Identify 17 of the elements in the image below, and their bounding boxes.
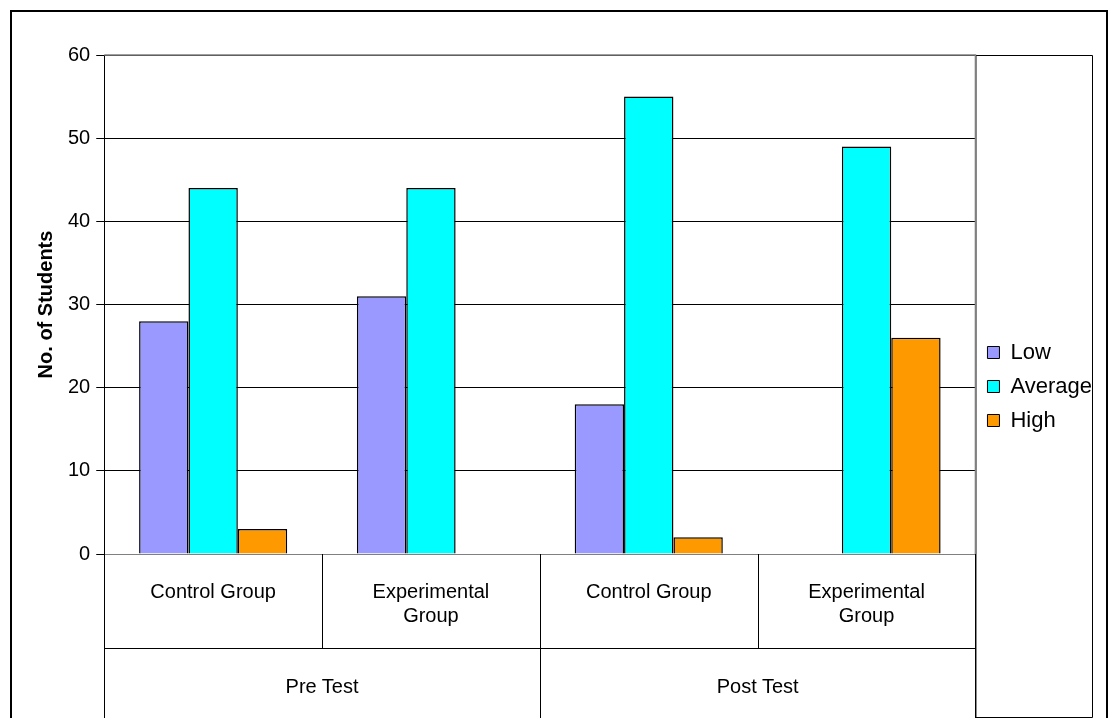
y-tick-label: 10 [68, 458, 91, 481]
y-tick-label: 30 [68, 292, 91, 315]
x-tick-label: Experimental Group [808, 579, 925, 626]
x-tick-label: Experimental Group [372, 579, 490, 626]
y-tick-label: 40 [68, 208, 91, 231]
y-tick-label: 60 [68, 42, 91, 65]
text: Post Test [716, 674, 800, 697]
y-tick-label: 20 [68, 375, 91, 398]
y-tick-label: 0 [79, 541, 91, 564]
y-axis-title: No. of Students [33, 230, 56, 379]
legend-label: Low [1010, 338, 1051, 364]
text: Pre Test [285, 674, 359, 697]
x-tick-label: Control Group [150, 579, 276, 602]
x-tick-label: Control Group [585, 579, 712, 602]
legend-label: High [1010, 406, 1056, 432]
legend-label: Average [1010, 372, 1092, 398]
y-tick-label: 50 [68, 125, 91, 148]
